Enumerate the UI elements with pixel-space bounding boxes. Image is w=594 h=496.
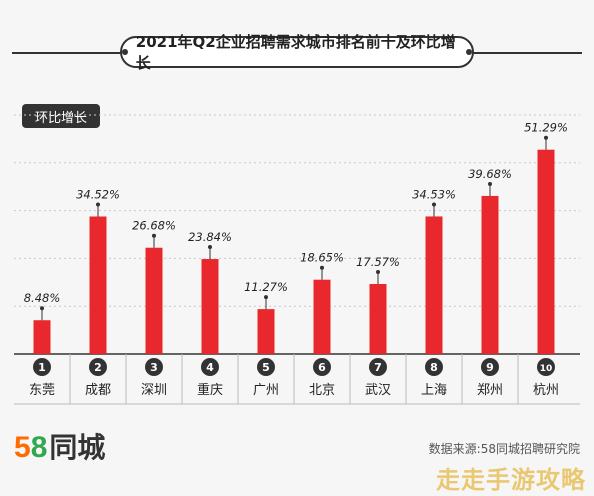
bar bbox=[537, 149, 555, 354]
x-tick-label: 上海 bbox=[421, 383, 447, 398]
rank-label: 10 bbox=[540, 364, 553, 374]
data-label-dot bbox=[488, 181, 492, 186]
data-label: 34.52% bbox=[76, 187, 120, 201]
x-tick-label: 东莞 bbox=[29, 383, 55, 398]
title-dot-left bbox=[122, 49, 128, 55]
bar bbox=[313, 279, 331, 354]
rank-badge bbox=[481, 358, 499, 376]
rank-badge bbox=[33, 358, 51, 376]
title-dot-right bbox=[466, 49, 473, 55]
logo-digit-8: 8 bbox=[30, 431, 48, 464]
data-label-dot bbox=[376, 270, 380, 275]
x-tick-label: 北京 bbox=[309, 383, 335, 398]
rank-badge bbox=[201, 358, 219, 376]
data-label: 11.27% bbox=[244, 280, 288, 294]
watermark: 走走手游攻略 bbox=[436, 466, 586, 494]
x-tick-label: 广州 bbox=[253, 383, 279, 398]
data-label: 8.48% bbox=[24, 291, 61, 305]
bar bbox=[89, 216, 107, 354]
rank-badge bbox=[369, 358, 387, 376]
data-label-dot bbox=[152, 233, 156, 238]
data-label: 17.57% bbox=[356, 255, 400, 269]
rank-badge bbox=[89, 358, 107, 376]
logo-text: 同城 bbox=[49, 431, 106, 464]
data-label-dot bbox=[208, 245, 212, 250]
bar-chart: 8.48% 1 东莞 34.52% 2 成都 26.68% 3 深圳 23.84% 4 重庆 11.27… bbox=[14, 114, 580, 405]
title-banner: 2021年Q2企业招聘需求城市排名前十及环比增长 bbox=[0, 33, 594, 72]
rank-label: 4 bbox=[206, 361, 214, 374]
rank-badge bbox=[313, 358, 331, 376]
bar bbox=[257, 309, 275, 354]
data-label-dot bbox=[544, 135, 548, 140]
bar bbox=[33, 320, 51, 354]
chart-title-box: 2021年Q2企业招聘需求城市排名前十及环比增长 bbox=[120, 33, 474, 72]
rank-badge bbox=[537, 358, 555, 376]
data-label: 51.29% bbox=[524, 121, 568, 135]
x-tick-label: 深圳 bbox=[141, 383, 167, 398]
rank-badge bbox=[425, 358, 443, 376]
rank-badge bbox=[145, 358, 163, 376]
title-rule-left bbox=[12, 52, 122, 54]
data-label: 23.84% bbox=[188, 230, 232, 244]
x-tick-label: 重庆 bbox=[197, 382, 223, 398]
bar bbox=[145, 247, 163, 354]
rank-label: 8 bbox=[430, 361, 438, 374]
data-label-dot bbox=[432, 202, 436, 207]
rank-label: 3 bbox=[150, 361, 158, 374]
rank-label: 6 bbox=[318, 361, 326, 374]
data-label-dot bbox=[264, 295, 268, 300]
data-label: 18.65% bbox=[300, 251, 344, 265]
x-tick-label: 成都 bbox=[85, 383, 111, 398]
data-label: 26.68% bbox=[132, 219, 176, 233]
logo-digit-5: 5 bbox=[14, 431, 31, 464]
bar bbox=[481, 195, 499, 354]
data-source: 数据来源:58同城招聘研究院 bbox=[428, 442, 580, 456]
x-tick-label: 杭州 bbox=[533, 383, 559, 398]
logo-58tongcheng: 5 8 同城 bbox=[14, 426, 105, 466]
chart-title: 2021年Q2企业招聘需求城市排名前十及环比增长 bbox=[135, 33, 456, 72]
data-label-dot bbox=[40, 306, 44, 311]
data-label: 34.53% bbox=[412, 187, 456, 201]
data-label: 39.68% bbox=[468, 167, 512, 181]
title-rule-right bbox=[472, 52, 582, 54]
x-tick-label: 郑州 bbox=[477, 383, 503, 398]
y-axis-badge: 环比增长 bbox=[22, 104, 100, 128]
data-label-dot bbox=[320, 265, 324, 270]
data-label-dot bbox=[96, 202, 100, 207]
rank-badge bbox=[257, 358, 275, 376]
rank-label: 7 bbox=[374, 361, 382, 374]
rank-label: 5 bbox=[262, 361, 270, 374]
bar bbox=[369, 284, 387, 354]
bar bbox=[425, 216, 443, 354]
rank-label: 2 bbox=[94, 361, 102, 374]
bar bbox=[201, 259, 219, 354]
x-tick-label: 武汉 bbox=[365, 383, 391, 398]
rank-label: 1 bbox=[38, 361, 46, 374]
rank-label: 9 bbox=[486, 361, 494, 374]
